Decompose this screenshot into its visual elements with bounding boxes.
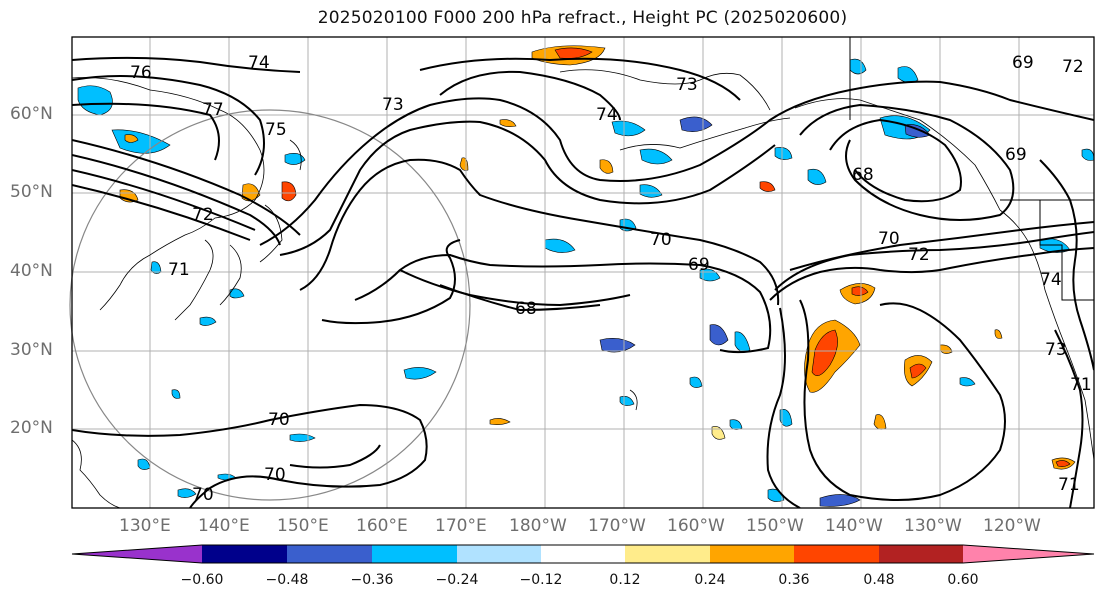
lat-label: 40°N xyxy=(10,261,53,281)
lon-label: 170°W xyxy=(588,516,646,536)
colorbar xyxy=(71,544,1095,564)
contour-label: 71 xyxy=(168,260,190,280)
lon-label: 130°W xyxy=(904,516,962,536)
contour-label: 74 xyxy=(248,53,270,73)
contour-label: 70 xyxy=(878,229,900,249)
colorbar-segment xyxy=(879,545,963,563)
contour-label: 73 xyxy=(676,75,698,95)
contour-label: 69 xyxy=(688,255,710,275)
lon-label: 140°W xyxy=(825,516,883,536)
lat-label: 60°N xyxy=(10,104,53,124)
colorbar-tick-label: −0.24 xyxy=(435,572,479,588)
contour-label: 71 xyxy=(1070,375,1092,395)
contour-label: 69 xyxy=(1012,53,1034,73)
lat-label: 30°N xyxy=(10,340,53,360)
lon-label: 150°E xyxy=(277,516,329,536)
lon-label: 130°E xyxy=(119,516,171,536)
colorbar-tick-label: −0.36 xyxy=(350,572,394,588)
colorbar-tick-label: −0.48 xyxy=(265,572,309,588)
colorbar-outline xyxy=(71,544,1095,564)
colorbar-extend-high xyxy=(963,545,1094,563)
colorbar-tick-label: 0.48 xyxy=(863,572,895,588)
colorbar-tick-label: −0.12 xyxy=(519,572,563,588)
height-contours xyxy=(72,56,1094,508)
colorbar-segment xyxy=(372,545,457,563)
contour-label: 69 xyxy=(1005,145,1027,165)
contour-label: 74 xyxy=(596,105,618,125)
lon-label: 150°W xyxy=(746,516,804,536)
lon-label: 180°W xyxy=(509,516,567,536)
colorbar-segment xyxy=(202,545,287,563)
colorbar-tick-label: 0.60 xyxy=(947,572,979,588)
contour-label: 70 xyxy=(650,230,672,250)
contour-label: 72 xyxy=(1062,57,1084,77)
colorbar-segment xyxy=(794,545,879,563)
colorbar-extend-low xyxy=(72,545,202,563)
contour-label: 70 xyxy=(268,410,290,430)
lon-label: 140°E xyxy=(198,516,250,536)
lat-label: 20°N xyxy=(10,418,53,438)
colorbar-tick-label: 0.36 xyxy=(778,572,810,588)
contour-label: 74 xyxy=(1040,270,1062,290)
colorbar-segment xyxy=(457,545,541,563)
map-frame xyxy=(71,36,1095,509)
contour-label: 73 xyxy=(1045,340,1067,360)
map-title: 2025020100 F000 200 hPa refract., Height… xyxy=(317,8,848,28)
range-ring xyxy=(69,109,471,501)
contour-label: 68 xyxy=(515,299,537,319)
contour-label: 68 xyxy=(852,165,874,185)
contour-label: 71 xyxy=(1058,475,1080,495)
colorbar-segment xyxy=(625,545,710,563)
coastlines xyxy=(72,69,1094,508)
lon-label: 170°E xyxy=(435,516,487,536)
colorbar-tick-label: 0.24 xyxy=(694,572,726,588)
lat-label: 50°N xyxy=(10,182,53,202)
contour-label: 73 xyxy=(382,95,404,115)
contour-label: 76 xyxy=(130,63,152,83)
contour-label: 70 xyxy=(264,465,286,485)
lon-label: 120°W xyxy=(983,516,1041,536)
colorbar-segment xyxy=(541,545,625,563)
lon-label: 160°E xyxy=(356,516,408,536)
contour-label: 70 xyxy=(192,485,214,505)
boundaries xyxy=(849,37,1094,301)
colorbar-segment xyxy=(710,545,794,563)
colorbar-tick-label: −0.60 xyxy=(180,572,224,588)
colorbar-tick-label: 0.12 xyxy=(609,572,641,588)
contour-label: 75 xyxy=(265,120,287,140)
graticule xyxy=(72,37,1094,508)
contour-label: 72 xyxy=(192,205,214,225)
colorbar-segment xyxy=(287,545,372,563)
lon-label: 160°W xyxy=(667,516,725,536)
contour-label: 77 xyxy=(202,100,224,120)
shaded-anomalies xyxy=(77,45,1094,507)
contour-label-group: 76 74 73 73 74 75 77 72 71 70 70 69 68 7… xyxy=(130,53,1092,505)
contour-label: 72 xyxy=(908,245,930,265)
